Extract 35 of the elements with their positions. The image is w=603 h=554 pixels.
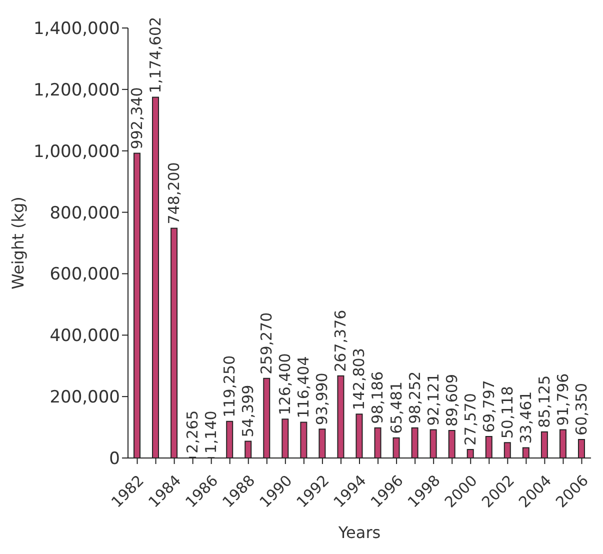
data-label: 98,186 <box>368 371 387 424</box>
data-label: 126,400 <box>276 353 294 416</box>
data-label: 60,350 <box>572 382 590 436</box>
data-label: 89,609 <box>442 374 461 426</box>
data-label: 2,265 <box>184 410 202 454</box>
data-label: 748,200 <box>165 162 184 224</box>
data-label: 119,250 <box>220 355 239 418</box>
data-label: 69,797 <box>480 380 498 433</box>
y-axis-title: Weight (kg) <box>8 196 28 290</box>
data-label: 267,376 <box>332 310 350 372</box>
x-axis-title: Years <box>337 523 381 542</box>
y-tick-label: 400,000 <box>50 326 120 346</box>
y-tick-label: 1,400,000 <box>33 19 120 40</box>
data-label: 92,121 <box>424 373 442 426</box>
y-tick-label: 200,000 <box>50 388 120 408</box>
data-label: 992,340 <box>128 87 146 150</box>
y-tick-label: 1,200,000 <box>33 80 120 100</box>
data-label: 33,461 <box>516 391 535 444</box>
data-label: 65,481 <box>387 381 406 434</box>
y-tick-label: 1,000,000 <box>33 142 120 162</box>
y-tick-label: 0 <box>109 449 120 470</box>
data-label: 1,174,602 <box>146 16 165 94</box>
data-label: 142,803 <box>350 348 368 410</box>
data-label: 98,252 <box>406 371 424 424</box>
y-tick-label: 800,000 <box>50 203 120 224</box>
data-label: 1,140 <box>202 410 220 454</box>
data-label: 116,404 <box>294 356 313 418</box>
data-label: 50,118 <box>498 386 516 439</box>
data-label: 27,570 <box>461 393 480 446</box>
data-label: 259,270 <box>258 312 276 374</box>
data-label: 93,990 <box>313 372 332 426</box>
data-label: 91,796 <box>554 373 572 426</box>
y-tick-label: 600,000 <box>50 264 120 285</box>
data-label: 54,399 <box>239 384 258 438</box>
data-label: 85,125 <box>535 375 554 428</box>
